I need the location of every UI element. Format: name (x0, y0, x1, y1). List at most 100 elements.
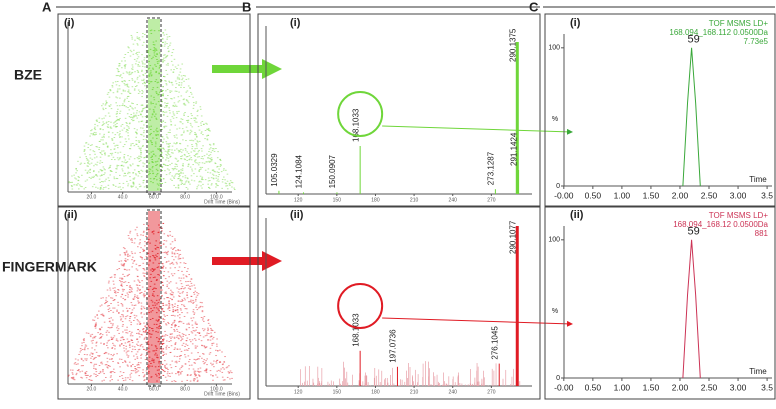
dot (90, 362, 93, 364)
dot (110, 127, 113, 129)
dot (165, 125, 168, 127)
dot (133, 89, 136, 91)
dot (183, 102, 186, 104)
dot (127, 91, 129, 93)
dot (165, 353, 168, 355)
dot (196, 115, 199, 117)
dot (181, 123, 184, 125)
dot (193, 154, 196, 156)
dot (67, 375, 70, 377)
dot (154, 354, 156, 356)
x-tick-label: 2.50 (701, 190, 718, 200)
dot (178, 288, 180, 290)
dot (165, 69, 167, 71)
dot (221, 187, 223, 189)
dot (164, 366, 166, 368)
dot (205, 122, 207, 124)
dot (182, 163, 184, 165)
dot (158, 67, 161, 69)
dot (186, 323, 188, 325)
dot (168, 50, 170, 52)
dot (174, 344, 177, 346)
dot (108, 358, 111, 360)
dot (155, 164, 157, 166)
dot (127, 173, 129, 175)
dot (100, 185, 103, 187)
dot (193, 301, 195, 303)
dot (134, 80, 136, 82)
dot (193, 104, 195, 106)
dot (127, 100, 130, 102)
dot (212, 148, 214, 150)
dot (164, 159, 167, 161)
dot (210, 329, 213, 331)
dot (183, 315, 186, 317)
dot (152, 182, 154, 184)
dot (164, 181, 167, 183)
dot (153, 50, 155, 52)
dot (130, 372, 133, 374)
dot (149, 48, 152, 50)
dot (189, 280, 192, 282)
dot (167, 149, 170, 151)
dot (122, 103, 124, 105)
dot (209, 144, 212, 146)
dot (136, 351, 139, 353)
dot (172, 117, 175, 119)
dot (170, 124, 173, 126)
dot (131, 291, 133, 293)
dot (127, 255, 129, 257)
dot (120, 285, 123, 287)
dot (148, 351, 151, 353)
dot (165, 363, 168, 365)
x-tick-label: 60.0 (149, 194, 159, 200)
dot (165, 261, 168, 263)
dot (126, 122, 128, 124)
dot (208, 129, 210, 131)
dot (140, 353, 143, 355)
dot (171, 380, 173, 382)
dot (99, 152, 102, 154)
dot (181, 168, 184, 170)
dot (144, 170, 147, 172)
dot (178, 84, 180, 86)
dot (199, 169, 201, 171)
dot (178, 266, 181, 268)
dot (71, 181, 74, 183)
dot (194, 321, 197, 323)
dot (171, 98, 173, 100)
dot (100, 181, 103, 183)
dot (220, 368, 222, 370)
dot (166, 334, 169, 336)
dot (121, 278, 123, 280)
dot (130, 312, 133, 314)
dot (126, 354, 128, 356)
dot (172, 247, 175, 249)
dot (228, 372, 231, 374)
dot (131, 309, 134, 311)
dot (131, 340, 134, 342)
dot (150, 32, 153, 34)
dot (124, 361, 127, 363)
dot (178, 338, 180, 340)
dot (217, 185, 219, 187)
dot (125, 162, 128, 164)
dot (179, 372, 182, 374)
dot (171, 175, 174, 177)
dot (180, 84, 183, 86)
x-tick-label: 120 (294, 389, 303, 395)
dot (173, 330, 176, 332)
peak-label: 124.1084 (295, 154, 304, 188)
dot (104, 351, 107, 353)
dot (134, 348, 137, 350)
dot (190, 331, 193, 333)
dot (98, 337, 101, 339)
dot (161, 335, 164, 337)
dot (74, 362, 77, 364)
dot (190, 295, 193, 297)
dot (170, 90, 173, 92)
dot (180, 86, 182, 88)
dot (89, 157, 92, 159)
dot (171, 360, 174, 362)
dot (185, 349, 188, 351)
